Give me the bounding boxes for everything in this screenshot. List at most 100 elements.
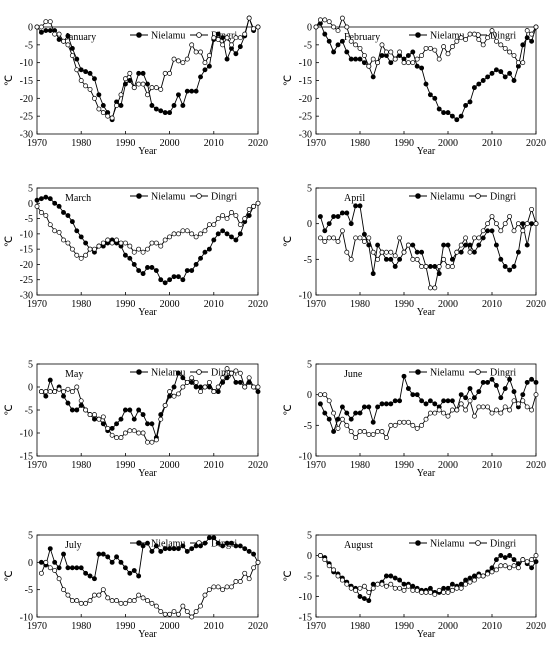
data-point-dingri <box>202 384 208 390</box>
data-point-dingri <box>242 216 248 222</box>
data-point-dingri <box>427 410 433 416</box>
data-point-dingri <box>78 600 84 606</box>
x-tick-label: 2010 <box>482 621 502 632</box>
data-point-dingri <box>507 407 513 413</box>
y-tick-label: -10 <box>299 452 312 463</box>
data-point-dingri <box>158 243 164 249</box>
y-tick-label: -5 <box>304 40 312 51</box>
data-point-dingri <box>326 398 332 404</box>
data-point-dingri <box>441 410 447 416</box>
data-point-nielamu <box>136 573 142 579</box>
data-point-dingri <box>379 429 385 434</box>
data-point-nielamu <box>476 242 482 248</box>
data-point-dingri <box>184 228 190 234</box>
data-point-nielamu <box>229 540 234 546</box>
data-point-nielamu <box>118 416 124 422</box>
data-point-dingri <box>493 38 499 44</box>
data-point-dingri <box>326 563 332 569</box>
data-point-dingri <box>131 85 137 91</box>
x-tick-label: 2000 <box>160 460 180 471</box>
data-point-nielamu <box>410 392 416 398</box>
data-point-nielamu <box>255 389 261 395</box>
data-point-dingri <box>502 221 508 227</box>
data-point-dingri <box>520 557 526 563</box>
data-point-dingri <box>153 240 159 246</box>
data-point-dingri <box>335 28 341 34</box>
series-line-nielamu <box>41 372 259 438</box>
data-point-dingri <box>145 92 150 98</box>
data-point-nielamu <box>326 416 332 422</box>
data-point-dingri <box>322 239 328 244</box>
plot-frame <box>315 363 537 457</box>
data-point-dingri <box>375 60 381 66</box>
data-point-nielamu <box>127 255 133 261</box>
data-point-nielamu <box>370 74 376 80</box>
data-point-dingri <box>524 221 530 227</box>
x-tick-label: 1990 <box>394 621 414 632</box>
data-point-nielamu <box>335 214 341 219</box>
data-point-nielamu <box>370 581 376 587</box>
data-point-nielamu <box>136 407 142 413</box>
x-tick-label: 1990 <box>115 621 135 632</box>
data-point-dingri <box>220 375 226 381</box>
data-point-dingri <box>189 375 195 381</box>
data-point-dingri <box>140 430 146 436</box>
data-point-dingri <box>502 45 508 51</box>
data-point-nielamu <box>511 78 517 83</box>
data-point-dingri <box>436 407 442 413</box>
data-point-dingri <box>414 56 420 62</box>
data-point-dingri <box>100 414 106 420</box>
data-point-dingri <box>229 584 234 590</box>
data-point-dingri <box>206 222 212 228</box>
data-point-dingri <box>34 203 40 209</box>
data-point-dingri <box>242 570 248 576</box>
data-point-dingri <box>100 240 106 246</box>
data-point-dingri <box>366 589 372 595</box>
data-point-nielamu <box>171 103 177 108</box>
data-point-nielamu <box>56 203 62 209</box>
y-tick-label: 0 <box>28 383 33 394</box>
y-tick-label: -15 <box>20 245 33 256</box>
data-point-nielamu <box>131 416 137 422</box>
data-point-dingri <box>145 439 150 445</box>
data-point-nielamu <box>43 28 49 34</box>
data-point-dingri <box>180 384 186 390</box>
data-point-dingri <box>449 264 455 269</box>
data-point-nielamu <box>458 581 464 587</box>
data-point-nielamu <box>339 404 345 410</box>
y-tick-label: -15 <box>20 452 33 463</box>
data-point-nielamu <box>524 379 530 385</box>
data-point-nielamu <box>344 210 350 216</box>
data-point-nielamu <box>69 407 75 413</box>
data-point-dingri <box>388 249 394 255</box>
data-point-dingri <box>335 239 341 244</box>
data-point-nielamu <box>43 393 49 399</box>
y-tick-label: -15 <box>299 613 312 624</box>
data-point-dingri <box>511 228 517 234</box>
data-point-dingri <box>463 581 469 587</box>
data-point-nielamu <box>511 389 517 395</box>
data-point-dingri <box>449 407 455 413</box>
chart-title: May <box>65 369 83 380</box>
data-point-dingri <box>322 17 328 23</box>
data-point-dingri <box>463 37 469 42</box>
data-point-dingri <box>423 264 429 269</box>
data-point-nielamu <box>476 81 482 87</box>
data-point-dingri <box>414 587 420 593</box>
data-point-dingri <box>498 42 504 48</box>
data-point-nielamu <box>432 401 438 407</box>
x-tick-label: 2010 <box>204 138 224 149</box>
data-point-nielamu <box>463 577 469 583</box>
data-point-nielamu <box>480 379 486 385</box>
x-tick-label: 2000 <box>160 621 180 632</box>
legend-label-nielamu: Nielamu <box>151 31 185 42</box>
data-point-nielamu <box>233 379 239 385</box>
data-point-dingri <box>96 106 102 112</box>
data-point-dingri <box>410 60 416 66</box>
data-point-dingri <box>331 24 337 30</box>
data-point-nielamu <box>114 421 120 427</box>
data-point-nielamu <box>237 379 243 385</box>
data-point-nielamu <box>47 377 53 383</box>
